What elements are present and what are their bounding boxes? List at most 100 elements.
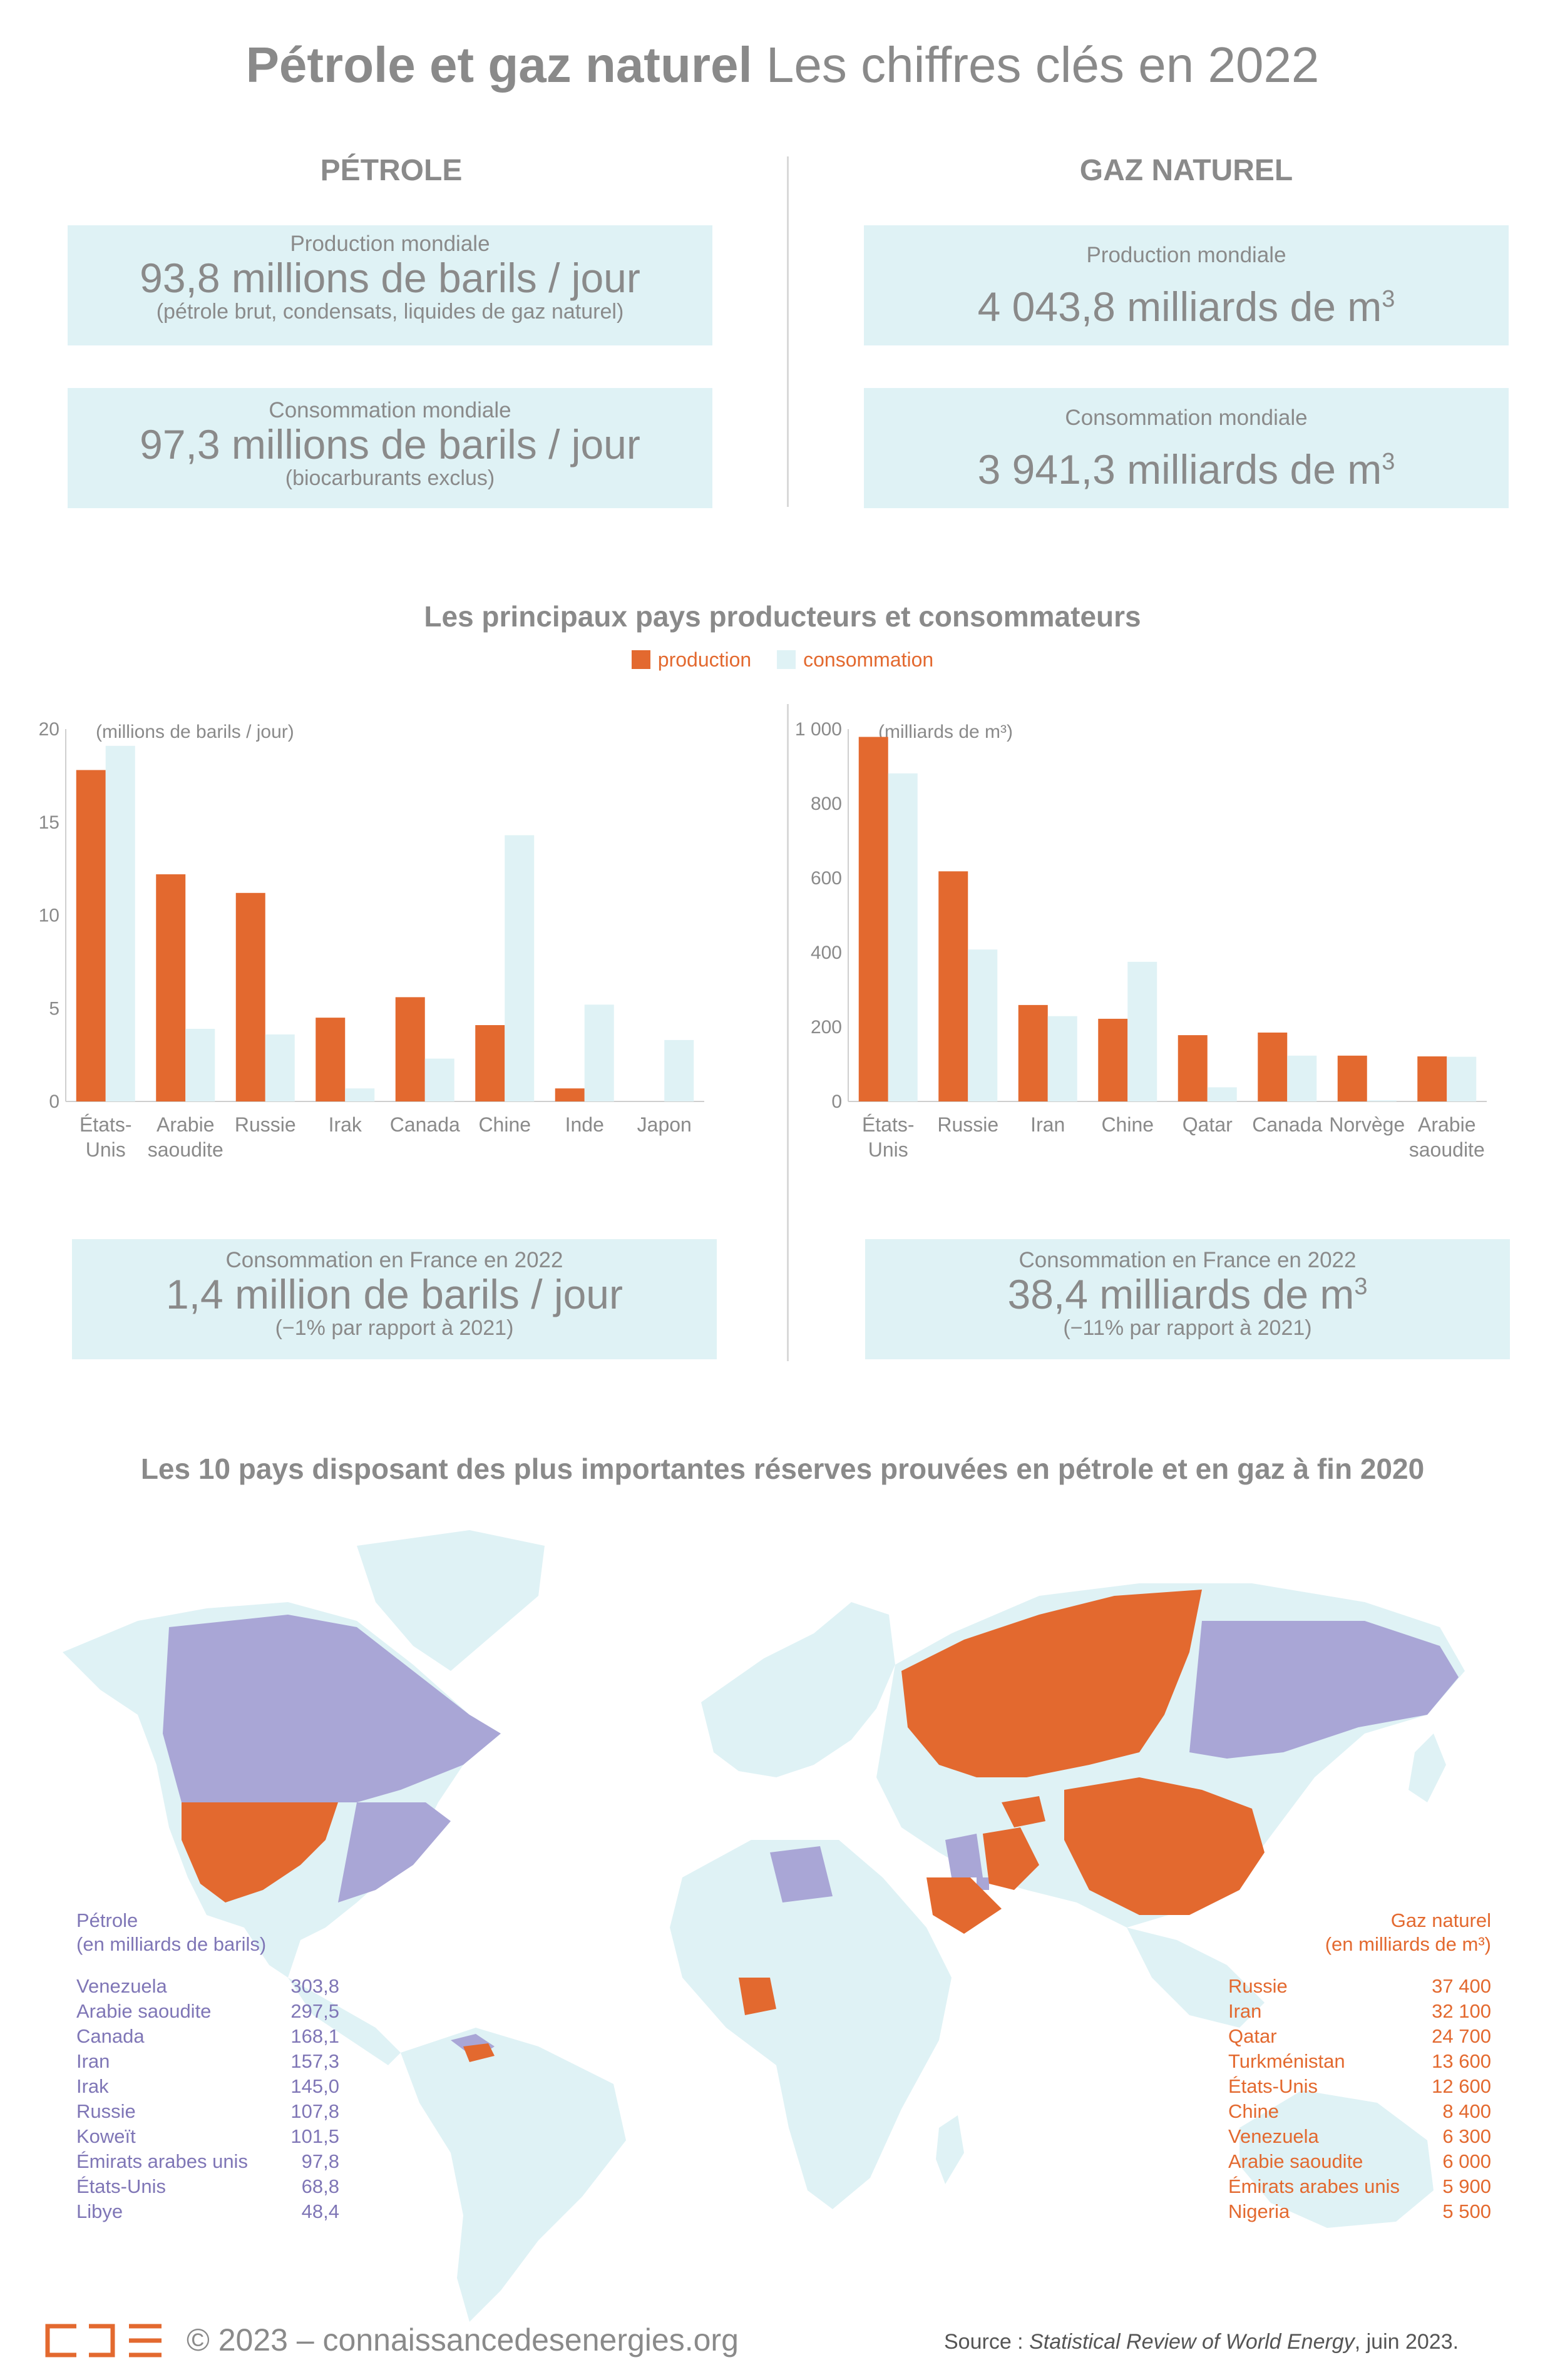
gas-heading: GAZ NATUREL — [1079, 154, 1293, 187]
iraq-oil-reserves — [945, 1834, 983, 1877]
gas-reserve-row: Venezuela 6 300 — [1228, 2124, 1491, 2149]
gas-production-label: Production mondiale — [1086, 243, 1286, 267]
gas-reserve-country: Chine — [1228, 2100, 1279, 2122]
gas-consumption-value: 3 941,3 milliards de m3 — [977, 446, 1395, 493]
y-tick-label: 20 — [39, 719, 59, 740]
oil-france-value: 1,4 million de barils / jour — [166, 1271, 623, 1317]
x-tick-label: Canada — [390, 1113, 460, 1136]
gas-reserve-country: Arabie saoudite — [1228, 2150, 1363, 2172]
charts-title: Les principaux pays producteurs et conso… — [424, 600, 1141, 633]
bar-production — [395, 997, 425, 1101]
y-tick-label: 200 — [811, 1017, 842, 1038]
gas-reserve-country: Russie — [1228, 1975, 1288, 1997]
turkmenistan-gas-reserves — [1002, 1796, 1045, 1827]
bar-production — [1098, 1018, 1128, 1101]
oil-reserve-value: 48,4 — [301, 2200, 339, 2222]
gas-france-note: (−11% par rapport à 2021) — [1063, 1316, 1312, 1341]
x-tick-label: Canada — [1252, 1113, 1322, 1136]
y-tick-label: 0 — [49, 1091, 59, 1112]
africa-shape — [670, 1840, 952, 2209]
oil-reserve-row: Iran 157,3 — [76, 2049, 339, 2074]
title-light: Les chiffres clés en 2022 — [766, 37, 1320, 93]
oil-reserve-row: Canada 168,1 — [76, 2024, 339, 2049]
gas-reserve-row: Turkménistan 13 600 — [1228, 2049, 1491, 2074]
oil-reserves-head2: (en milliards de barils) — [76, 1933, 267, 1955]
top-divider — [787, 156, 789, 507]
gas-reserve-value: 24 700 — [1432, 2025, 1491, 2047]
y-tick-label: 10 — [39, 906, 59, 926]
world-map — [63, 1530, 1465, 2322]
oil-reserve-country: Libye — [76, 2200, 123, 2222]
oil-reserve-value: 297,5 — [290, 2000, 339, 2022]
x-tick-label: Arabie saoudite — [148, 1113, 223, 1161]
x-tick-label: Chine — [478, 1113, 531, 1136]
oil-reserve-country: Canada — [76, 2025, 145, 2047]
bar-production — [1258, 1032, 1288, 1101]
gas-reserve-country: Nigeria — [1228, 2200, 1290, 2222]
bar-consommation — [584, 1004, 614, 1101]
x-tick-label: Qatar — [1183, 1113, 1233, 1136]
bar-production — [1178, 1035, 1208, 1101]
oil-france-box: Consommation en France en 2022 1,4 milli… — [72, 1239, 717, 1359]
gas-reserve-country: Émirats arabes unis — [1228, 2175, 1400, 2197]
gas-reserve-row: Qatar 24 700 — [1228, 2024, 1491, 2049]
map-title: Les 10 pays disposant des plus important… — [140, 1453, 1425, 1485]
oil-consumption-value: 97,3 millions de barils / jour — [140, 421, 640, 467]
nigeria-gas-reserves — [739, 1978, 776, 2015]
footer-source: Source : Statistical Review of World Ene… — [944, 2330, 1459, 2354]
legend-consumption: consommation — [777, 648, 933, 672]
oil-production-note: (pétrole brut, condensats, liquides de g… — [156, 300, 624, 324]
russia-gas-reserves — [901, 1590, 1202, 1777]
bar-production — [475, 1025, 505, 1101]
oil-reserve-country: Émirats arabes unis — [76, 2150, 248, 2172]
bar-consommation — [1447, 1056, 1477, 1101]
canada-oil-reserves — [163, 1615, 501, 1802]
unit-label: (millions de barils / jour) — [96, 722, 294, 742]
oil-reserve-value: 97,8 — [301, 2150, 339, 2172]
oil-reserve-country: Russie — [76, 2100, 136, 2122]
oil-reserve-value: 101,5 — [290, 2125, 339, 2147]
oil-reserve-row: États-Unis 68,8 — [76, 2174, 339, 2199]
oil-reserve-country: Iran — [76, 2050, 110, 2072]
bar-consommation — [505, 835, 535, 1101]
y-tick-label: 800 — [811, 794, 842, 814]
cde-logo-icon — [45, 2324, 162, 2357]
gas-reserve-row: Arabie saoudite 6 000 — [1228, 2149, 1491, 2174]
bar-consommation — [424, 1058, 454, 1101]
oil-reserve-value: 145,0 — [290, 2075, 339, 2097]
oil-reserve-row: Libye 48,4 — [76, 2199, 339, 2224]
gas-bar-chart: (milliards de m³) 0 200 400 600 800 1 000 États… — [795, 719, 1487, 1161]
x-tick-label: Chine — [1101, 1113, 1154, 1136]
gas-reserve-value: 6 300 — [1442, 2125, 1491, 2147]
europe-shape — [701, 1602, 895, 1777]
gas-reserve-country: Iran — [1228, 2000, 1262, 2022]
footer-copyright: © 2023 – connaissancedesenergies.org — [187, 2322, 739, 2357]
madagascar-shape — [936, 2115, 964, 2184]
gas-reserve-value: 5 500 — [1442, 2200, 1491, 2222]
unit-label: (milliards de m³) — [878, 722, 1013, 742]
oil-france-note: (−1% par rapport à 2021) — [275, 1316, 514, 1341]
oil-reserve-country: Irak — [76, 2075, 109, 2097]
oil-reserve-row: Irak 145,0 — [76, 2074, 339, 2099]
title-bold: Pétrole et gaz naturel — [245, 37, 752, 93]
usa-gas-reserves — [182, 1802, 338, 1902]
gas-reserve-value: 13 600 — [1432, 2050, 1491, 2072]
gas-reserves-list: Gaz naturel (en milliards de m³) Russie 3… — [1228, 1909, 1491, 2224]
libya-oil-reserves — [770, 1846, 833, 1902]
bar-consommation — [1367, 1100, 1397, 1101]
russia-east-gas-overlay — [1189, 1621, 1459, 1759]
bar-consommation — [185, 1028, 215, 1101]
gas-reserve-value: 5 900 — [1442, 2175, 1491, 2197]
gas-france-box: Consommation en France en 2022 38,4 mill… — [865, 1239, 1510, 1359]
x-tick-label: Irak — [329, 1113, 362, 1136]
gas-reserve-country: États-Unis — [1228, 2075, 1318, 2097]
gas-reserve-row: Chine 8 400 — [1228, 2099, 1491, 2124]
y-tick-label: 5 — [49, 998, 59, 1019]
bar-consommation — [345, 1088, 375, 1101]
bar-production — [76, 770, 106, 1101]
oil-reserve-country: Arabie saoudite — [76, 2000, 212, 2022]
gas-reserve-value: 32 100 — [1432, 2000, 1491, 2022]
oil-reserve-value: 157,3 — [290, 2050, 339, 2072]
y-tick-label: 400 — [811, 942, 842, 963]
japan-shape — [1408, 1734, 1446, 1802]
